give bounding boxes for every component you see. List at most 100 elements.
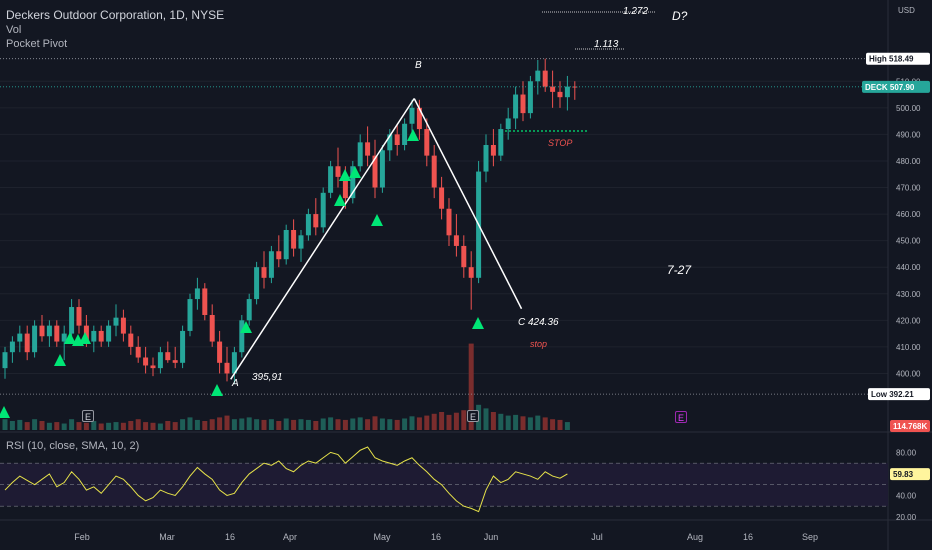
- pocket-pivot-signal: [0, 406, 10, 418]
- pocket-pivot-signal: [211, 384, 223, 396]
- earnings-mark[interactable]: E: [467, 410, 479, 422]
- volume-bar: [83, 422, 89, 430]
- candle-body: [387, 134, 393, 151]
- bc-leg-line: [413, 98, 523, 310]
- point-b-label: B: [415, 60, 422, 71]
- candle-body: [231, 352, 237, 374]
- candle-body: [254, 267, 260, 300]
- volume-bar: [557, 419, 563, 430]
- candle-body: [261, 267, 267, 278]
- pocket-pivot-signal: [371, 214, 383, 226]
- candle-body: [17, 333, 23, 342]
- candle-body: [298, 235, 304, 249]
- pocket-pivot-signal: [64, 332, 76, 344]
- volume-bar: [39, 421, 45, 430]
- candle-body: [239, 320, 245, 353]
- volume-bar: [439, 412, 445, 430]
- volume-bar: [150, 422, 156, 430]
- pocket-pivot-legend[interactable]: Pocket Pivot: [6, 38, 68, 50]
- candle-body: [187, 299, 193, 331]
- volume-bar: [483, 408, 489, 430]
- price-axis-tick: 480.00: [896, 157, 921, 166]
- candle-body: [83, 325, 89, 342]
- volume-bar: [350, 418, 356, 430]
- candle-body: [246, 299, 252, 321]
- candle-body: [557, 91, 563, 98]
- volume-bar: [490, 412, 496, 430]
- volume-bar: [542, 417, 548, 430]
- time-axis-tick: Jun: [484, 532, 499, 542]
- volume-bar: [246, 417, 252, 430]
- candle-body: [61, 333, 67, 342]
- candle-body: [98, 330, 104, 342]
- volume-bar: [513, 414, 519, 430]
- volume-bar: [98, 423, 104, 430]
- rsi-axis-tick: 80.00: [896, 448, 917, 457]
- earnings-mark-upcoming[interactable]: E: [675, 411, 687, 423]
- pocket-pivot-signal: [349, 166, 361, 178]
- rsi-legend[interactable]: RSI (10, close, SMA, 10, 2): [6, 440, 140, 452]
- candle-body: [572, 86, 578, 88]
- volume-bar: [254, 419, 260, 430]
- volume-bar: [453, 412, 459, 430]
- volume-bar: [113, 422, 119, 430]
- pocket-pivot-signal: [472, 317, 484, 329]
- last-price-tag-bg: [862, 80, 930, 93]
- symbol-title[interactable]: Deckers Outdoor Corporation, 1D, NYSE: [6, 8, 225, 22]
- candle-body: [498, 129, 504, 156]
- volume-bar: [194, 419, 200, 430]
- volume-bar: [394, 419, 400, 430]
- candle-body: [32, 325, 38, 353]
- candle-body: [409, 107, 415, 124]
- price-axis-tick: 450.00: [896, 237, 921, 246]
- candle-body: [268, 251, 274, 278]
- candle-body: [335, 166, 341, 177]
- price-axis-tick: 460.00: [896, 210, 921, 219]
- date-note: 7-27: [667, 263, 692, 277]
- candle-body: [172, 360, 178, 363]
- volume-bar: [431, 413, 437, 430]
- candle-body: [39, 325, 45, 337]
- candle-body: [224, 362, 230, 374]
- volume-bar: [202, 421, 208, 430]
- price-axis-tick: 420.00: [896, 316, 921, 325]
- candle-body: [157, 352, 163, 369]
- candle-body: [76, 307, 82, 326]
- candle-body: [291, 230, 297, 249]
- volume-bar: [209, 419, 215, 430]
- candle-body: [446, 208, 452, 236]
- volume-bar: [224, 415, 230, 430]
- time-axis-tick: Jul: [591, 532, 603, 542]
- volume-bar: [172, 422, 178, 430]
- candle-body: [194, 288, 200, 300]
- fib-1113-label: 1.113: [594, 39, 619, 50]
- volume-bar: [498, 413, 504, 430]
- pocket-pivot-signal: [334, 194, 346, 206]
- candle-body: [424, 129, 430, 156]
- earnings-mark[interactable]: E: [82, 410, 94, 422]
- volume-legend[interactable]: Vol: [6, 24, 22, 36]
- candle-body: [120, 317, 126, 334]
- candle-body: [379, 150, 385, 188]
- candle-body: [113, 317, 119, 326]
- candle-body: [394, 134, 400, 145]
- price-axis-tick: 430.00: [896, 290, 921, 299]
- candle-body: [402, 123, 408, 145]
- volume-bar: [328, 417, 334, 430]
- candle-body: [527, 81, 533, 114]
- rsi-value-tag-bg: [890, 468, 930, 481]
- volume-bar: [461, 410, 467, 430]
- volume-bar: [298, 419, 304, 430]
- volume-bar: [291, 419, 297, 430]
- volume-bar: [365, 419, 371, 430]
- point-a-label: A: [231, 378, 239, 389]
- candle-body: [564, 86, 570, 98]
- volume-tag-text: 114.768K: [893, 422, 927, 431]
- volume-bar: [135, 419, 141, 430]
- candle-body: [461, 245, 467, 268]
- time-axis-tick: 16: [431, 532, 441, 542]
- volume-bar: [76, 422, 82, 430]
- volume-bar: [268, 419, 274, 430]
